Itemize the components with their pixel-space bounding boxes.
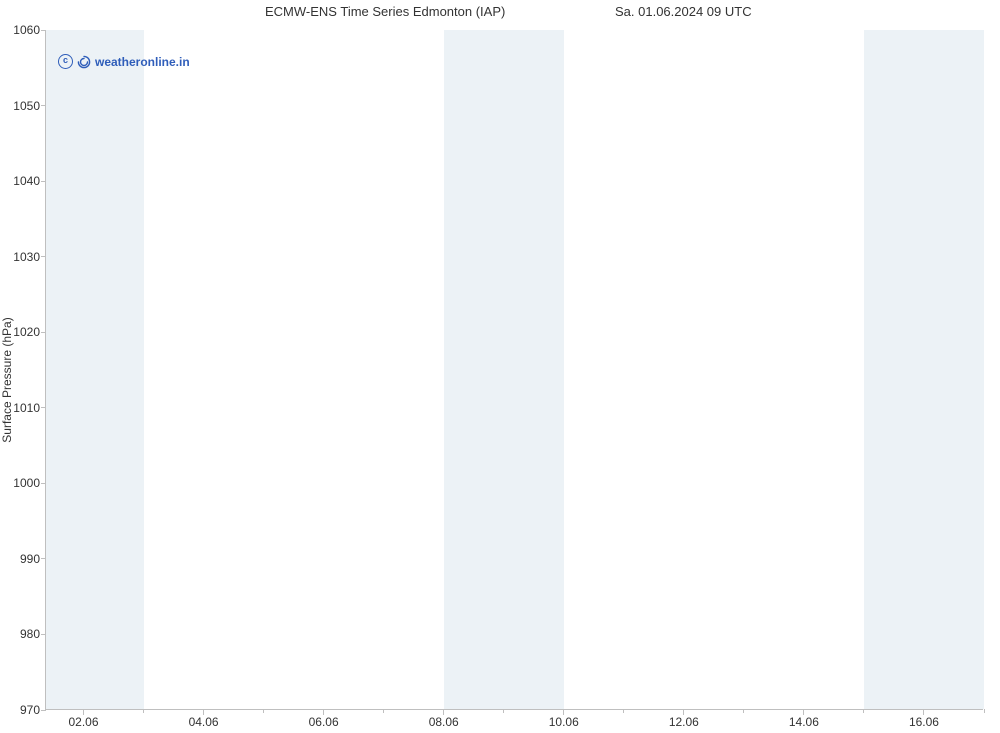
- y-tick-label: 1010: [13, 401, 46, 415]
- x-tick-label: 02.06: [69, 709, 99, 729]
- weekend-band: [864, 30, 984, 709]
- x-minor-tick-mark: [623, 709, 624, 713]
- chart-title-left: ECMW-ENS Time Series Edmonton (IAP): [265, 4, 505, 19]
- y-tick-label: 990: [20, 552, 46, 566]
- x-minor-tick-mark: [143, 709, 144, 713]
- y-tick-label: 970: [20, 703, 46, 717]
- y-tick-label: 1060: [13, 23, 46, 37]
- chart-title-right: Sa. 01.06.2024 09 UTC: [615, 4, 752, 19]
- x-minor-tick-mark: [383, 709, 384, 713]
- x-minor-tick-mark: [503, 709, 504, 713]
- x-tick-label: 16.06: [909, 709, 939, 729]
- weekend-band: [444, 30, 564, 709]
- x-tick-label: 06.06: [309, 709, 339, 729]
- watermark-text: weatheronline.in: [95, 55, 190, 69]
- copyright-icon: c: [58, 54, 73, 69]
- x-minor-tick-mark: [984, 709, 985, 713]
- x-tick-label: 12.06: [669, 709, 699, 729]
- plot-area: c weatheronline.in 970980990100010101020…: [45, 30, 983, 710]
- logo-swirl-icon: [77, 55, 91, 69]
- weekend-band: [46, 30, 144, 709]
- chart-container: { "chart": { "type": "line", "title_left…: [0, 0, 1000, 733]
- y-axis-label: Surface Pressure (hPa): [0, 317, 14, 442]
- x-tick-label: 08.06: [429, 709, 459, 729]
- x-tick-label: 10.06: [549, 709, 579, 729]
- x-minor-tick-mark: [263, 709, 264, 713]
- y-tick-label: 980: [20, 627, 46, 641]
- y-tick-label: 1030: [13, 250, 46, 264]
- y-tick-label: 1000: [13, 476, 46, 490]
- y-tick-label: 1050: [13, 99, 46, 113]
- x-minor-tick-mark: [863, 709, 864, 713]
- watermark: c weatheronline.in: [58, 54, 190, 69]
- x-tick-label: 14.06: [789, 709, 819, 729]
- y-tick-label: 1040: [13, 174, 46, 188]
- y-tick-label: 1020: [13, 325, 46, 339]
- x-tick-label: 04.06: [189, 709, 219, 729]
- x-minor-tick-mark: [743, 709, 744, 713]
